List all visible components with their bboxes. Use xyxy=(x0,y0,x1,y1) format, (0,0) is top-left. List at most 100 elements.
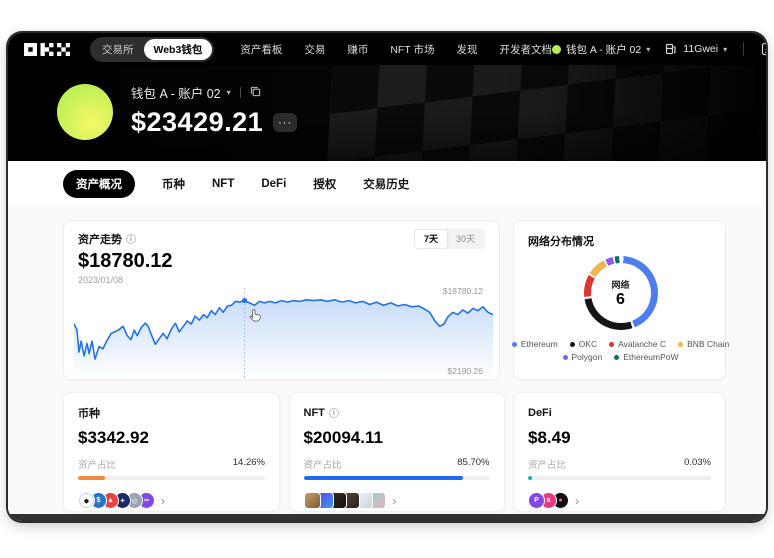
tab-授权[interactable]: 授权 xyxy=(313,179,337,191)
legend-dot xyxy=(609,341,615,347)
ratio-row: 资产占比 14.26% xyxy=(78,457,265,471)
ratio-bar-track xyxy=(303,476,490,480)
tab-NFT[interactable]: NFT xyxy=(212,178,235,190)
tab-交易历史[interactable]: 交易历史 xyxy=(363,179,410,191)
legend-row: Ethereum OKC Avalanche C BNB Chain xyxy=(511,339,729,349)
summary-card-value: $20094.11 xyxy=(303,428,383,447)
tab-币种[interactable]: 币种 xyxy=(162,179,185,191)
exchange-wallet-toggle: 交易所 Web3钱包 xyxy=(90,36,215,62)
asset-icons-row: ◆ $ ▲ ✦ ◎ ∞ › xyxy=(78,492,265,509)
legend-dot xyxy=(569,341,575,347)
nav-item-赚币[interactable]: 赚币 xyxy=(347,43,369,56)
chevron-down-icon[interactable]: ▾ xyxy=(226,88,231,97)
gas-selector[interactable]: 11Gwei ▾ xyxy=(663,42,727,57)
ratio-percent: 14.26% xyxy=(232,457,265,468)
top-nav: 交易所 Web3钱包 资产看板 交易 赚币 NFT 市场 发现 开发者文档 钱包 A - 账… xyxy=(8,33,766,65)
trend-chart[interactable]: $18780.12 $2190.26 xyxy=(73,286,494,380)
legend-label: Polygon xyxy=(571,352,603,362)
chevron-right-icon[interactable]: › xyxy=(392,493,397,508)
summary-card-title-text: 币种 xyxy=(78,407,100,420)
network-card-title: 网络分布情况 xyxy=(528,235,594,248)
wallet-avatar xyxy=(57,84,113,140)
network-legend: Ethereum OKC Avalanche C BNB Chain Polygon Et… xyxy=(511,339,729,362)
legend-label: OKC xyxy=(578,339,598,349)
nav-divider xyxy=(743,42,745,56)
nft-thumb-ape xyxy=(303,492,321,509)
total-balance: $23429.21 xyxy=(131,107,264,137)
donut-center-value: 6 xyxy=(616,291,625,308)
tab-DeFi[interactable]: DeFi xyxy=(261,178,287,190)
legend-item-EthereumPoW: EthereumPoW xyxy=(614,352,679,362)
ratio-row: 资产占比 0.03% xyxy=(528,457,711,471)
nav-toggle-Web3钱包[interactable]: Web3钱包 xyxy=(143,38,213,60)
cursor-icon xyxy=(249,308,261,322)
hero-fade-overlay xyxy=(8,65,766,161)
summary-card-币种: 币种 $3342.92 资产占比 14.26% ◆ $ ▲ ✦ ◎ ∞ › xyxy=(63,392,280,512)
trend-value: $18780.12 xyxy=(78,250,173,272)
nav-item-开发者文档[interactable]: 开发者文档 xyxy=(499,43,552,56)
account-status-dot xyxy=(551,44,561,54)
dashboard-content: 资产走势 i 7天 30天 $18780.12 2023/01/08 $18780… xyxy=(8,207,766,514)
copy-icon[interactable] xyxy=(250,86,261,100)
gas-selector-label: 11Gwei xyxy=(683,43,719,55)
chevron-down-icon: ▾ xyxy=(646,44,651,54)
more-actions-button[interactable]: ··· xyxy=(273,113,298,132)
legend-dot xyxy=(614,354,620,360)
summary-card-NFT: NFT i $20094.11 资产占比 85.70% › xyxy=(288,392,505,512)
ratio-bar-track xyxy=(78,476,265,480)
chevron-right-icon[interactable]: › xyxy=(161,493,165,508)
asset-tabbar: 资产概况 币种 NFT DeFi 授权 交易历史 xyxy=(8,161,766,207)
summary-card-title: NFT i xyxy=(304,407,339,419)
nav-item-发现[interactable]: 发现 xyxy=(456,43,478,56)
nav-right: 钱包 A - 账户 02 ▾ 11Gwei ▾ xyxy=(551,42,766,57)
nav-toggle-交易所[interactable]: 交易所 xyxy=(102,43,134,56)
nav-item-资产看板[interactable]: 资产看板 xyxy=(240,43,283,56)
legend-dot xyxy=(511,341,517,347)
summary-cards-row: 币种 $3342.92 资产占比 14.26% ◆ $ ▲ ✦ ◎ ∞ › NFT i $20094.11… xyxy=(63,392,726,512)
nav-menu: 资产看板 交易 赚币 NFT 市场 发现 开发者文档 xyxy=(240,42,552,57)
trend-card-title: 资产走势 xyxy=(78,233,122,246)
hero-divider xyxy=(239,87,241,98)
card-title-row: 币种 xyxy=(78,405,265,420)
legend-item-BNB Chain: BNB Chain xyxy=(678,339,729,349)
summary-card-title: 币种 xyxy=(78,405,100,421)
chart-min-label: $2190.26 xyxy=(447,366,483,376)
legend-dot xyxy=(562,354,568,360)
account-selector-label: 钱包 A - 账户 02 xyxy=(565,43,642,56)
info-icon[interactable]: i xyxy=(126,233,136,244)
eth-token-icon: ◆ xyxy=(78,492,95,509)
range-button-7天[interactable]: 7天 xyxy=(414,229,447,248)
download-icon[interactable] xyxy=(760,42,766,57)
legend-item-Polygon: Polygon xyxy=(562,352,603,362)
ratio-label: 资产占比 xyxy=(303,460,342,471)
info-icon[interactable]: i xyxy=(328,407,339,418)
chevron-right-icon[interactable]: › xyxy=(575,493,579,508)
legend-item-Ethereum: Ethereum xyxy=(511,339,558,349)
account-selector[interactable]: 钱包 A - 账户 02 ▾ xyxy=(551,42,651,57)
summary-card-title-text: DeFi xyxy=(528,406,552,419)
nav-item-NFT 市场[interactable]: NFT 市场 xyxy=(390,43,435,56)
wallet-hero: 钱包 A - 账户 02 ▾ $23429.21 ··· xyxy=(8,65,766,161)
range-button-30天[interactable]: 30天 xyxy=(455,234,475,244)
nav-item-交易[interactable]: 交易 xyxy=(304,43,326,56)
trend-date: 2023/01/08 xyxy=(78,275,124,285)
range-toggle: 7天 30天 xyxy=(413,228,485,249)
legend-label: Ethereum xyxy=(520,339,558,349)
donut-center: 网络 6 xyxy=(590,263,651,323)
defi-proto-purple: P xyxy=(528,492,545,509)
okx-logo[interactable] xyxy=(24,42,70,56)
legend-label: EthereumPoW xyxy=(623,352,679,362)
summary-card-title-text: NFT xyxy=(303,406,325,419)
ratio-bar-fill xyxy=(78,476,105,480)
ratio-label: 资产占比 xyxy=(78,460,117,471)
legend-label: Avalanche C xyxy=(618,339,667,349)
window-frame-bottom xyxy=(8,514,766,521)
ratio-percent: 85.70% xyxy=(457,457,490,468)
summary-card-value: $8.49 xyxy=(528,428,571,447)
trend-line-svg xyxy=(73,288,494,378)
network-distribution-card: 网络分布情况 网络 6 Ethereum OKC Avalanche C BNB Ch… xyxy=(511,220,729,380)
legend-dot xyxy=(678,341,684,347)
tab-资产概况[interactable]: 资产概况 xyxy=(63,170,135,198)
